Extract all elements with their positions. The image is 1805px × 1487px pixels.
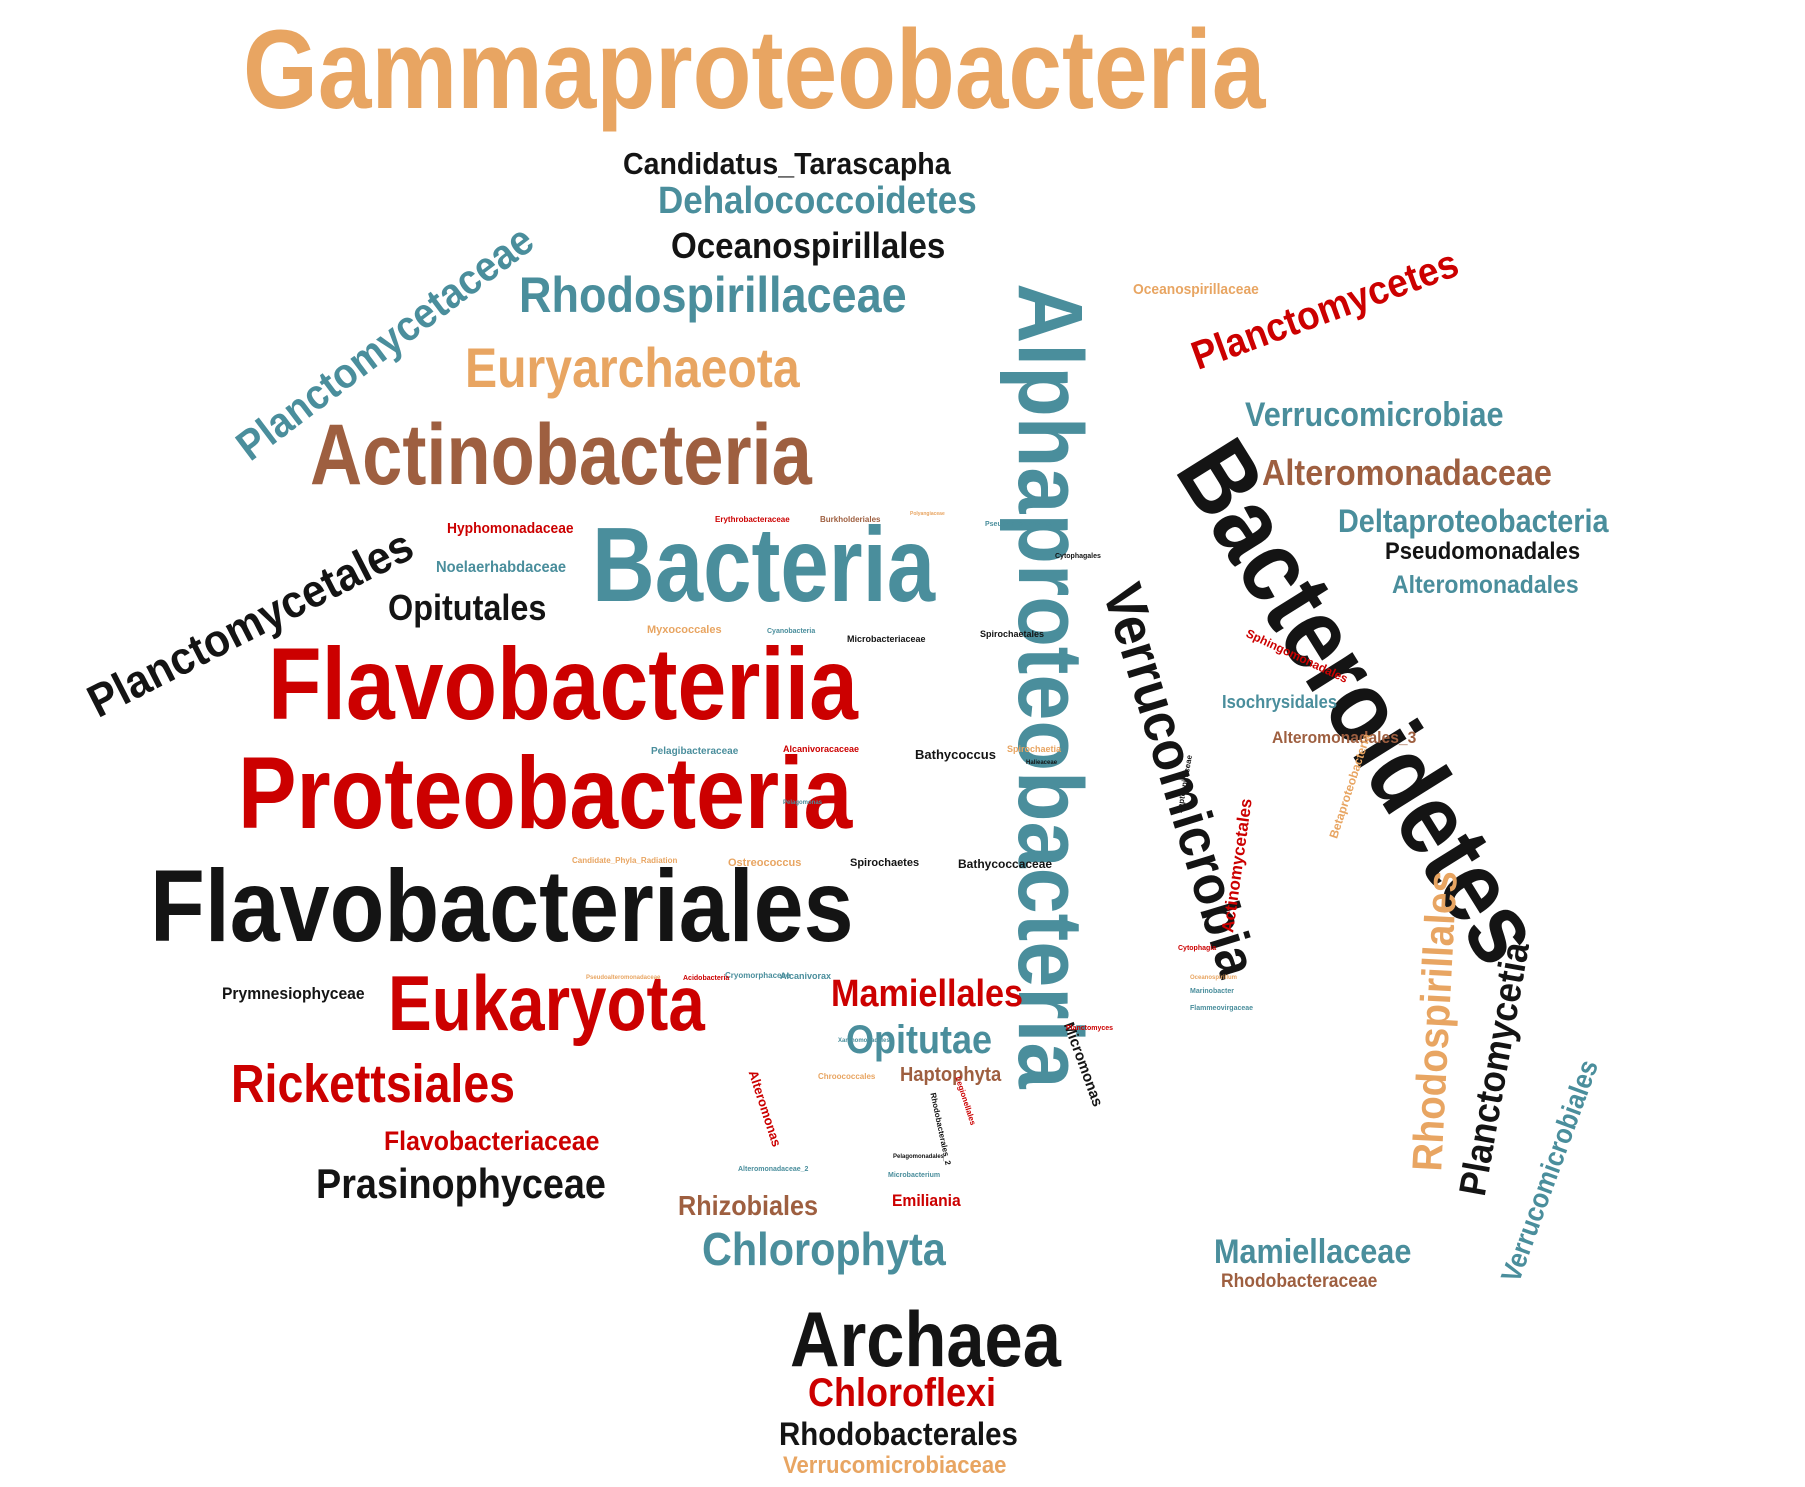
- word-microbacteriaceae: Microbacteriaceae: [847, 634, 926, 644]
- word-rickettsiales: Rickettsiales: [231, 1054, 515, 1114]
- word-alcanivorax: Alcanivorax: [780, 971, 832, 981]
- word-candidate-phyla-radiation: Candidate_Phyla_Radiation: [572, 856, 678, 865]
- word-rhodobacterales: Rhodobacterales: [779, 1416, 1018, 1452]
- word-chroococcales: Chroococcales: [818, 1072, 876, 1081]
- word-cytophagales: Cytophagales: [1055, 553, 1101, 560]
- word-marinobacter: Marinobacter: [1190, 988, 1234, 995]
- word-flavobacteriia: Flavobacteriia: [268, 627, 858, 741]
- word-spirochaetia: Spirochaetia: [1007, 744, 1062, 754]
- word-euryarchaeota: Euryarchaeota: [465, 336, 800, 399]
- word-halieaceae: Halieaceae: [1026, 760, 1058, 766]
- word-xanthomonadales: Xanthomonadales: [838, 1038, 890, 1044]
- word-mamiellales: Mamiellales: [831, 973, 1024, 1015]
- word-haptophyta: Haptophyta: [900, 1064, 1002, 1086]
- word-rhodobacteraceae: Rhodobacteraceae: [1221, 1271, 1378, 1292]
- word-chlorophyta: Chlorophyta: [702, 1223, 946, 1275]
- word-gammaproteobacteria: Gammaproteobacteria: [243, 7, 1266, 132]
- word-planctomycetes: Planctomycetes: [1185, 241, 1465, 379]
- word-erythrobacteraceae: Erythrobacteraceae: [715, 515, 790, 524]
- word-pelagibacteraceae: Pelagibacteraceae: [651, 746, 739, 757]
- word-flammeovirgaceae: Flammeovirgaceae: [1190, 1005, 1254, 1012]
- word-pelagomonadales: Pelagomonadales: [893, 1154, 945, 1160]
- word-cryomorphaceae: Cryomorphaceae: [725, 971, 791, 980]
- word-actinobacteria: Actinobacteria: [310, 407, 812, 503]
- word-isochrysidales: Isochrysidales: [1222, 692, 1338, 712]
- word-planctomyces: Planctomyces: [1066, 1025, 1114, 1032]
- word-bathycoccaceae: Bathycoccaceae: [958, 857, 1053, 871]
- word-eukaryota: Eukaryota: [388, 959, 705, 1047]
- word-rhodobacterales-2: Rhodobacterales_2: [928, 1091, 953, 1166]
- word-rhizobiales: Rhizobiales: [678, 1190, 819, 1221]
- word-acidobacteria: Acidobacteria: [683, 975, 730, 982]
- word-oceanospirillum: Oceanospirillum: [1190, 975, 1238, 981]
- word-pseudomonadales: Pseudomonadales: [1385, 538, 1581, 565]
- word-alteromonadales-3: Alteromonadales_3: [1272, 728, 1417, 747]
- word-opitutae: Opitutae: [846, 1018, 993, 1062]
- word-emiliania: Emiliania: [892, 1191, 961, 1210]
- word-opitutales: Opitutales: [388, 587, 547, 628]
- word-alteromonadaceae: Alteromonadaceae: [1262, 452, 1552, 493]
- word-ostreococcus: Ostreococcus: [728, 857, 802, 869]
- word-dehalococcoidetes: Dehalococcoidetes: [658, 180, 977, 222]
- word-alcanivoracaceae: Alcanivoracaceae: [783, 744, 860, 754]
- word-pelagomonas: Pelagomonas: [783, 800, 823, 806]
- word-alteromonas: Alteromonas: [745, 1068, 785, 1149]
- word-prasinophyceae: Prasinophyceae: [316, 1160, 606, 1207]
- word-alteromonadales: Alteromonadales: [1392, 571, 1579, 599]
- word-myxococcales: Myxococcales: [647, 624, 722, 636]
- word-deltaproteobacteria: Deltaproteobacteria: [1338, 503, 1609, 539]
- word-noelaerhabdaceae: Noelaerhabdaceae: [436, 559, 567, 576]
- word-archaea: Archaea: [790, 1295, 1061, 1383]
- word-bathycoccus: Bathycoccus: [915, 747, 996, 762]
- word-flavobacteriaceae: Flavobacteriaceae: [384, 1126, 600, 1156]
- word-spirochaetes: Spirochaetes: [850, 857, 920, 869]
- word-oceanospirillaceae: Oceanospirillaceae: [1133, 281, 1259, 298]
- word-alteromonadaceae-2: Alteromonadaceae_2: [738, 1166, 809, 1173]
- word-hyphomonadaceae: Hyphomonadaceae: [447, 520, 574, 537]
- word-pseudoalteromonadaceae: Pseudoalteromonadaceae: [586, 975, 661, 981]
- word-flavobacteriales: Flavobacteriales: [150, 849, 854, 963]
- word-verrucomicrobiaceae: Verrucomicrobiaceae: [783, 1452, 1007, 1479]
- word-rhodospirillaceae: Rhodospirillaceae: [519, 267, 907, 323]
- word-burkholderiales: Burkholderiales: [820, 515, 881, 524]
- word-polyangiaceae: Polyangiaceae: [910, 511, 945, 517]
- word-prymnesiophyceae: Prymnesiophyceae: [222, 984, 365, 1003]
- word-chloroflexi: Chloroflexi: [808, 1371, 997, 1415]
- word-cytophagia: Cytophagia: [1178, 945, 1217, 952]
- word-candidatus-tarascapha: Candidatus_Tarascapha: [623, 146, 951, 181]
- word-verrucomicrobiae: Verrucomicrobiae: [1245, 396, 1504, 434]
- word-pseudoalteromonas: Pseudoalteromonas: [985, 521, 1052, 528]
- word-proteobacteria: Proteobacteria: [238, 736, 853, 850]
- word-oceanospirillales: Oceanospirillales: [671, 225, 946, 266]
- word-mamiellaceae: Mamiellaceae: [1214, 1233, 1412, 1271]
- word-bacteria: Bacteria: [592, 506, 936, 624]
- word-cyanobacteria: Cyanobacteria: [767, 628, 816, 635]
- word-spirochaetales: Spirochaetales: [980, 629, 1045, 639]
- word-microbacterium: Microbacterium: [888, 1172, 941, 1179]
